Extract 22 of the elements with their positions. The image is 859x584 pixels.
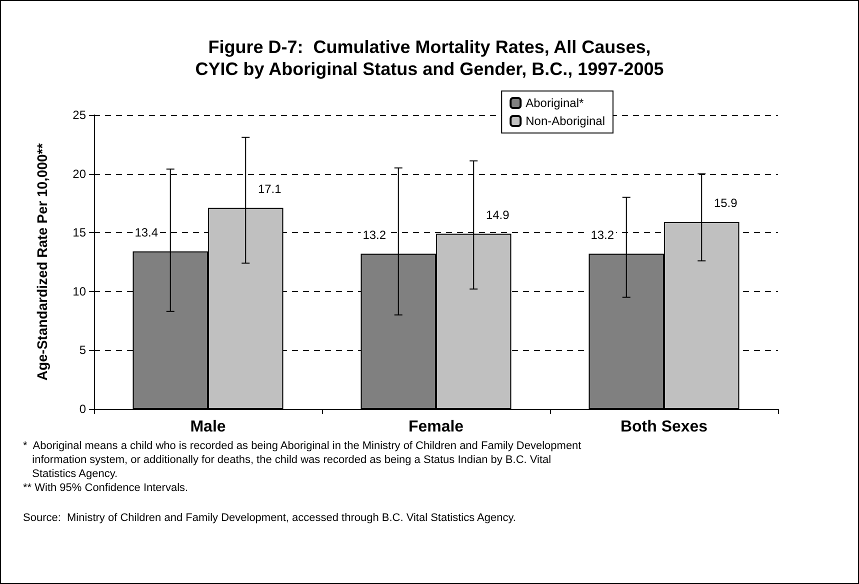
x-tick-label: Both Sexes (620, 418, 708, 436)
legend-label: Non-Aboriginal (526, 114, 606, 128)
text: ** With 95% Confidence Intervals. (23, 482, 188, 494)
chart-title: Figure D-7: Cumulative Mortality Rates, All Causes, CYIC by Aboriginal Status and Gender, B.C., 1997-2005 (195, 37, 664, 79)
data-label: 14.9 (486, 208, 510, 222)
y-tick-label: 20 (72, 166, 86, 181)
data-label: 13.4 (134, 225, 158, 240)
y-tick-label: 0 (79, 402, 86, 416)
legend-label: Aboriginal* (526, 96, 584, 110)
y-tick-label: 15 (72, 226, 86, 240)
x-tick-label: Male (190, 418, 226, 436)
data-label: 17.1 (258, 182, 282, 196)
data-label: 13.2 (590, 228, 614, 242)
text: * Aboriginal means a child who is recorded as being Aboriginal in the Ministry of Children and Family Development information system, or additionally for deaths, the child was recorded as being a Status Indian by B.C. Vital Statistics Agency. (23, 440, 582, 480)
y-axis-title: Age-Standardized Rate Per 10,000** (34, 142, 50, 381)
y-tick-label: 5 (79, 343, 86, 358)
y-tick-label: 25 (72, 108, 86, 122)
y-tick-label: 10 (72, 284, 86, 298)
source-note: Source: Ministry of Children and Family Development, accessed through B.C. Vital Statistics Agency. (23, 512, 516, 524)
x-tick-label: Female (408, 418, 464, 436)
data-label: 15.9 (714, 196, 738, 210)
data-label: 13.2 (362, 228, 386, 242)
